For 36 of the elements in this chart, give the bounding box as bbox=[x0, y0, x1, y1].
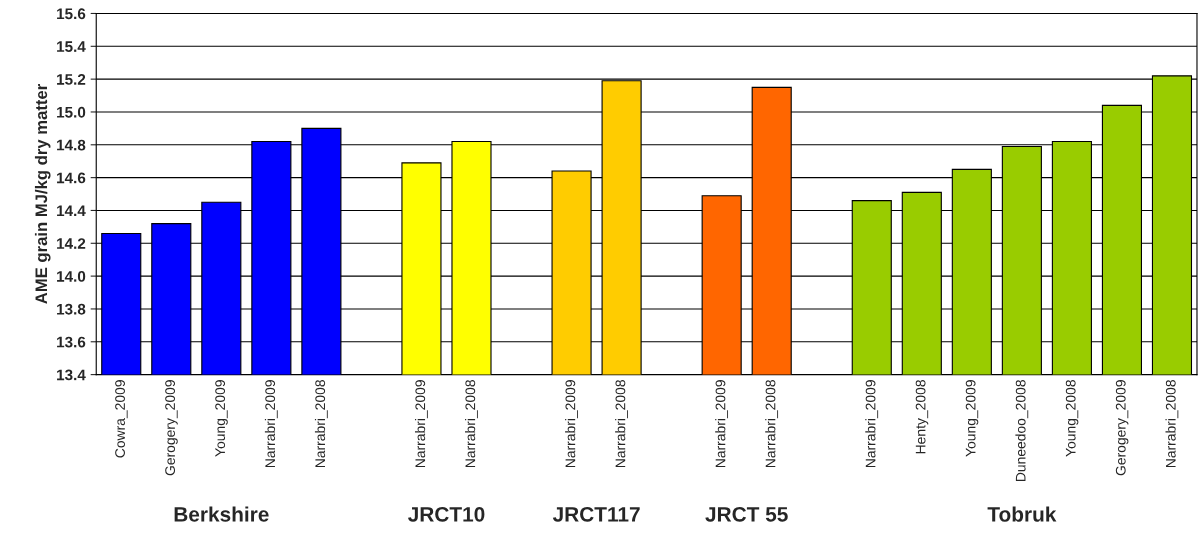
y-tick-label: 15.6 bbox=[57, 8, 86, 20]
y-tick-label: 13.6 bbox=[57, 336, 86, 348]
x-tick-label: Narrabri_2009 bbox=[865, 380, 879, 468]
x-tick-label: Narrabri_2008 bbox=[465, 380, 478, 468]
x-tick-label: Narrabri_2008 bbox=[765, 380, 779, 468]
x-tick-label: Cowra_2009 bbox=[115, 380, 128, 458]
y-tick-label: 14.8 bbox=[57, 139, 86, 151]
x-tick-label: Young_2009 bbox=[965, 380, 979, 457]
y-tick-label: 13.4 bbox=[57, 369, 86, 381]
text: Tobruk bbox=[987, 506, 1057, 522]
y-axis-title: AME grain MJ/kg dry matter bbox=[34, 84, 51, 304]
text: JRCT10 bbox=[408, 506, 485, 522]
y-tick-label: 15.4 bbox=[57, 41, 86, 52]
y-tick-label: 15.0 bbox=[57, 106, 86, 118]
text: JRCT117 bbox=[552, 506, 640, 522]
x-tick-label: Narrabri_2009 bbox=[565, 380, 578, 468]
y-tick-label: 13.8 bbox=[57, 303, 86, 315]
y-tick-label: 14.6 bbox=[57, 172, 86, 184]
y-tick-label: 14.2 bbox=[57, 238, 86, 249]
x-tick-label: Gerogery_2009 bbox=[1115, 380, 1129, 476]
x-tick-label: Narrabri_2009 bbox=[414, 380, 428, 468]
x-tick-label: Narrabri_2009 bbox=[715, 380, 729, 468]
text: Berkshire bbox=[174, 506, 269, 522]
x-tick-label: Narrabri_2008 bbox=[615, 380, 628, 468]
x-tick-label: Narrabri_2008 bbox=[314, 380, 328, 468]
x-tick-label: Henty_2008 bbox=[915, 380, 929, 454]
x-tick-label: Young_2009 bbox=[215, 380, 228, 457]
x-tick-label: Gerogery_2009 bbox=[165, 380, 178, 476]
y-tick-label: 15.2 bbox=[57, 74, 86, 85]
y-tick-label: 14.4 bbox=[57, 205, 86, 216]
x-tick-label: Narrabri_2009 bbox=[264, 380, 278, 468]
x-tick-label: Narrabri_2008 bbox=[1165, 380, 1179, 468]
text: JRCT 55 bbox=[705, 506, 788, 522]
x-tick-label: Duneedoo_2008 bbox=[1015, 380, 1029, 482]
x-tick-label: Young_2008 bbox=[1065, 380, 1079, 457]
y-tick-label: 14.0 bbox=[57, 270, 86, 282]
